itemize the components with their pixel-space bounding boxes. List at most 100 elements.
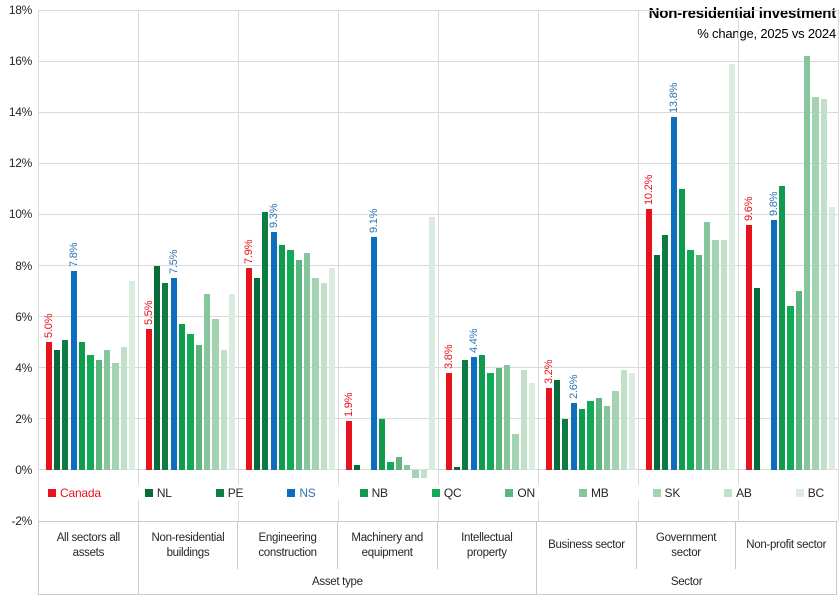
bar-on-7 <box>695 255 702 470</box>
bar-qc-2 <box>187 334 194 470</box>
y-axis-tick-label: 10% <box>8 207 32 222</box>
bar-bc-2 <box>229 293 236 470</box>
bar-mb-5 <box>503 365 511 470</box>
bar-qc-3 <box>287 250 294 470</box>
bar-ns-8 <box>770 219 777 470</box>
category-separator <box>138 10 139 521</box>
bar-nb-6 <box>578 408 586 470</box>
bar-bc-7 <box>729 63 736 470</box>
category-label-4: Machinery and equipment <box>338 522 438 569</box>
y-axis-tick-label: 14% <box>8 105 32 120</box>
bar-mb-4 <box>403 464 411 470</box>
category-axis: All sectors all assets Non-residential bu… <box>38 521 837 595</box>
bar-ns-4 <box>370 237 377 470</box>
bar-ab-3 <box>320 283 327 470</box>
bar-ns-5 <box>470 357 477 470</box>
category-separator <box>338 10 339 521</box>
legend-item-mb: MB <box>578 485 609 500</box>
bar-nb-8 <box>778 186 786 470</box>
category-separator <box>438 10 439 521</box>
bar-bc-4 <box>429 216 436 470</box>
bar-canada-3 <box>245 268 252 470</box>
bar-nb-1 <box>78 342 86 470</box>
chart-subtitle: % change, 2025 vs 2024 <box>697 26 836 41</box>
data-label-canada-1: 5.0% <box>42 313 55 339</box>
data-label-canada-5: 3.8% <box>442 344 455 369</box>
bar-ab-4 <box>420 469 427 478</box>
data-label-canada-6: 3.2% <box>542 359 555 385</box>
legend-label: NL <box>156 485 172 500</box>
legend-item-nl: NL <box>144 485 172 500</box>
legend-swatch-nl <box>144 488 153 497</box>
legend-label: MB <box>590 485 609 500</box>
y-axis-tick-label: 8% <box>15 258 32 273</box>
bar-ns-7 <box>670 117 677 470</box>
legend: Canada NL PE NS NB QC ON MB SK AB BC <box>48 485 824 500</box>
bar-canada-2 <box>145 329 152 470</box>
legend-label: AB <box>736 485 752 500</box>
data-label-ns-6: 2.6% <box>567 375 580 400</box>
category-label-2: Non-residential buildings <box>139 522 239 569</box>
bar-nl-1 <box>53 349 61 470</box>
bar-on-2 <box>195 344 202 470</box>
legend-label: BC <box>807 485 824 500</box>
bar-pe-2 <box>162 283 169 470</box>
legend-label: SK <box>664 485 681 500</box>
bar-sk-2 <box>212 319 219 470</box>
bar-sk-1 <box>112 362 119 470</box>
axis-group-label-Sector: Sector <box>670 576 703 588</box>
data-label-ns-8: 9.8% <box>767 191 780 216</box>
category-label-8: Non-profit sector <box>746 539 827 551</box>
data-label-canada-4: 1.9% <box>342 393 355 418</box>
y-axis-tick-label: 18% <box>8 3 32 17</box>
bar-on-5 <box>495 367 502 470</box>
legend-label: ON <box>517 485 535 500</box>
bar-ab-6 <box>620 370 627 470</box>
bar-nb-5 <box>478 354 486 470</box>
bar-ns-6 <box>570 403 577 470</box>
bar-qc-6 <box>587 400 594 470</box>
category-separator <box>238 10 239 521</box>
y-axis-tick-label: 2% <box>15 411 32 426</box>
data-label-ns-7: 13.8% <box>667 83 680 114</box>
bar-on-4 <box>395 457 402 470</box>
bar-bc-6 <box>629 372 636 470</box>
legend-label: QC <box>443 485 462 500</box>
legend-item-pe: PE <box>215 486 244 500</box>
bar-nl-2 <box>153 265 161 470</box>
legend-item-ns: NS <box>287 486 316 500</box>
bar-mb-8 <box>803 55 811 470</box>
category-separator <box>638 10 639 521</box>
legend-item-on: ON <box>505 486 535 500</box>
bar-on-8 <box>795 291 802 470</box>
bar-nb-3 <box>278 245 286 470</box>
bar-ab-7 <box>720 239 727 470</box>
bar-ns-1 <box>70 270 77 470</box>
y-axis-tick-label: 0% <box>15 462 32 477</box>
data-label-canada-3: 7.9% <box>242 239 255 265</box>
chart-title: Non-residential investment <box>648 5 837 22</box>
bar-bc-8 <box>829 206 836 470</box>
category-label-3: Engineering construction <box>238 522 338 569</box>
legend-swatch-qc <box>431 488 440 497</box>
y-axis-tick-label: -2% <box>11 514 33 528</box>
y-axis-tick-label: 4% <box>15 360 32 375</box>
legend-swatch-sk <box>652 488 661 497</box>
bar-on-6 <box>595 398 602 470</box>
bar-mb-6 <box>603 406 611 470</box>
bar-qc-5 <box>487 372 494 470</box>
bar-ab-1 <box>120 347 127 470</box>
legend-swatch-ns <box>287 488 296 497</box>
bar-sk-7 <box>712 239 719 470</box>
legend-item-nb: NB <box>359 486 388 500</box>
bar-sk-3 <box>312 278 319 470</box>
bar-canada-6 <box>545 388 552 470</box>
bar-canada-8 <box>745 224 752 470</box>
bar-pe-1 <box>62 339 69 470</box>
bar-pe-3 <box>262 211 269 470</box>
y-axis-tick-label: 6% <box>15 309 32 324</box>
bar-mb-3 <box>303 252 311 470</box>
bar-qc-4 <box>387 462 394 470</box>
axis-group-label-blank <box>39 569 139 595</box>
data-label-ns-3: 9.3% <box>267 204 280 229</box>
